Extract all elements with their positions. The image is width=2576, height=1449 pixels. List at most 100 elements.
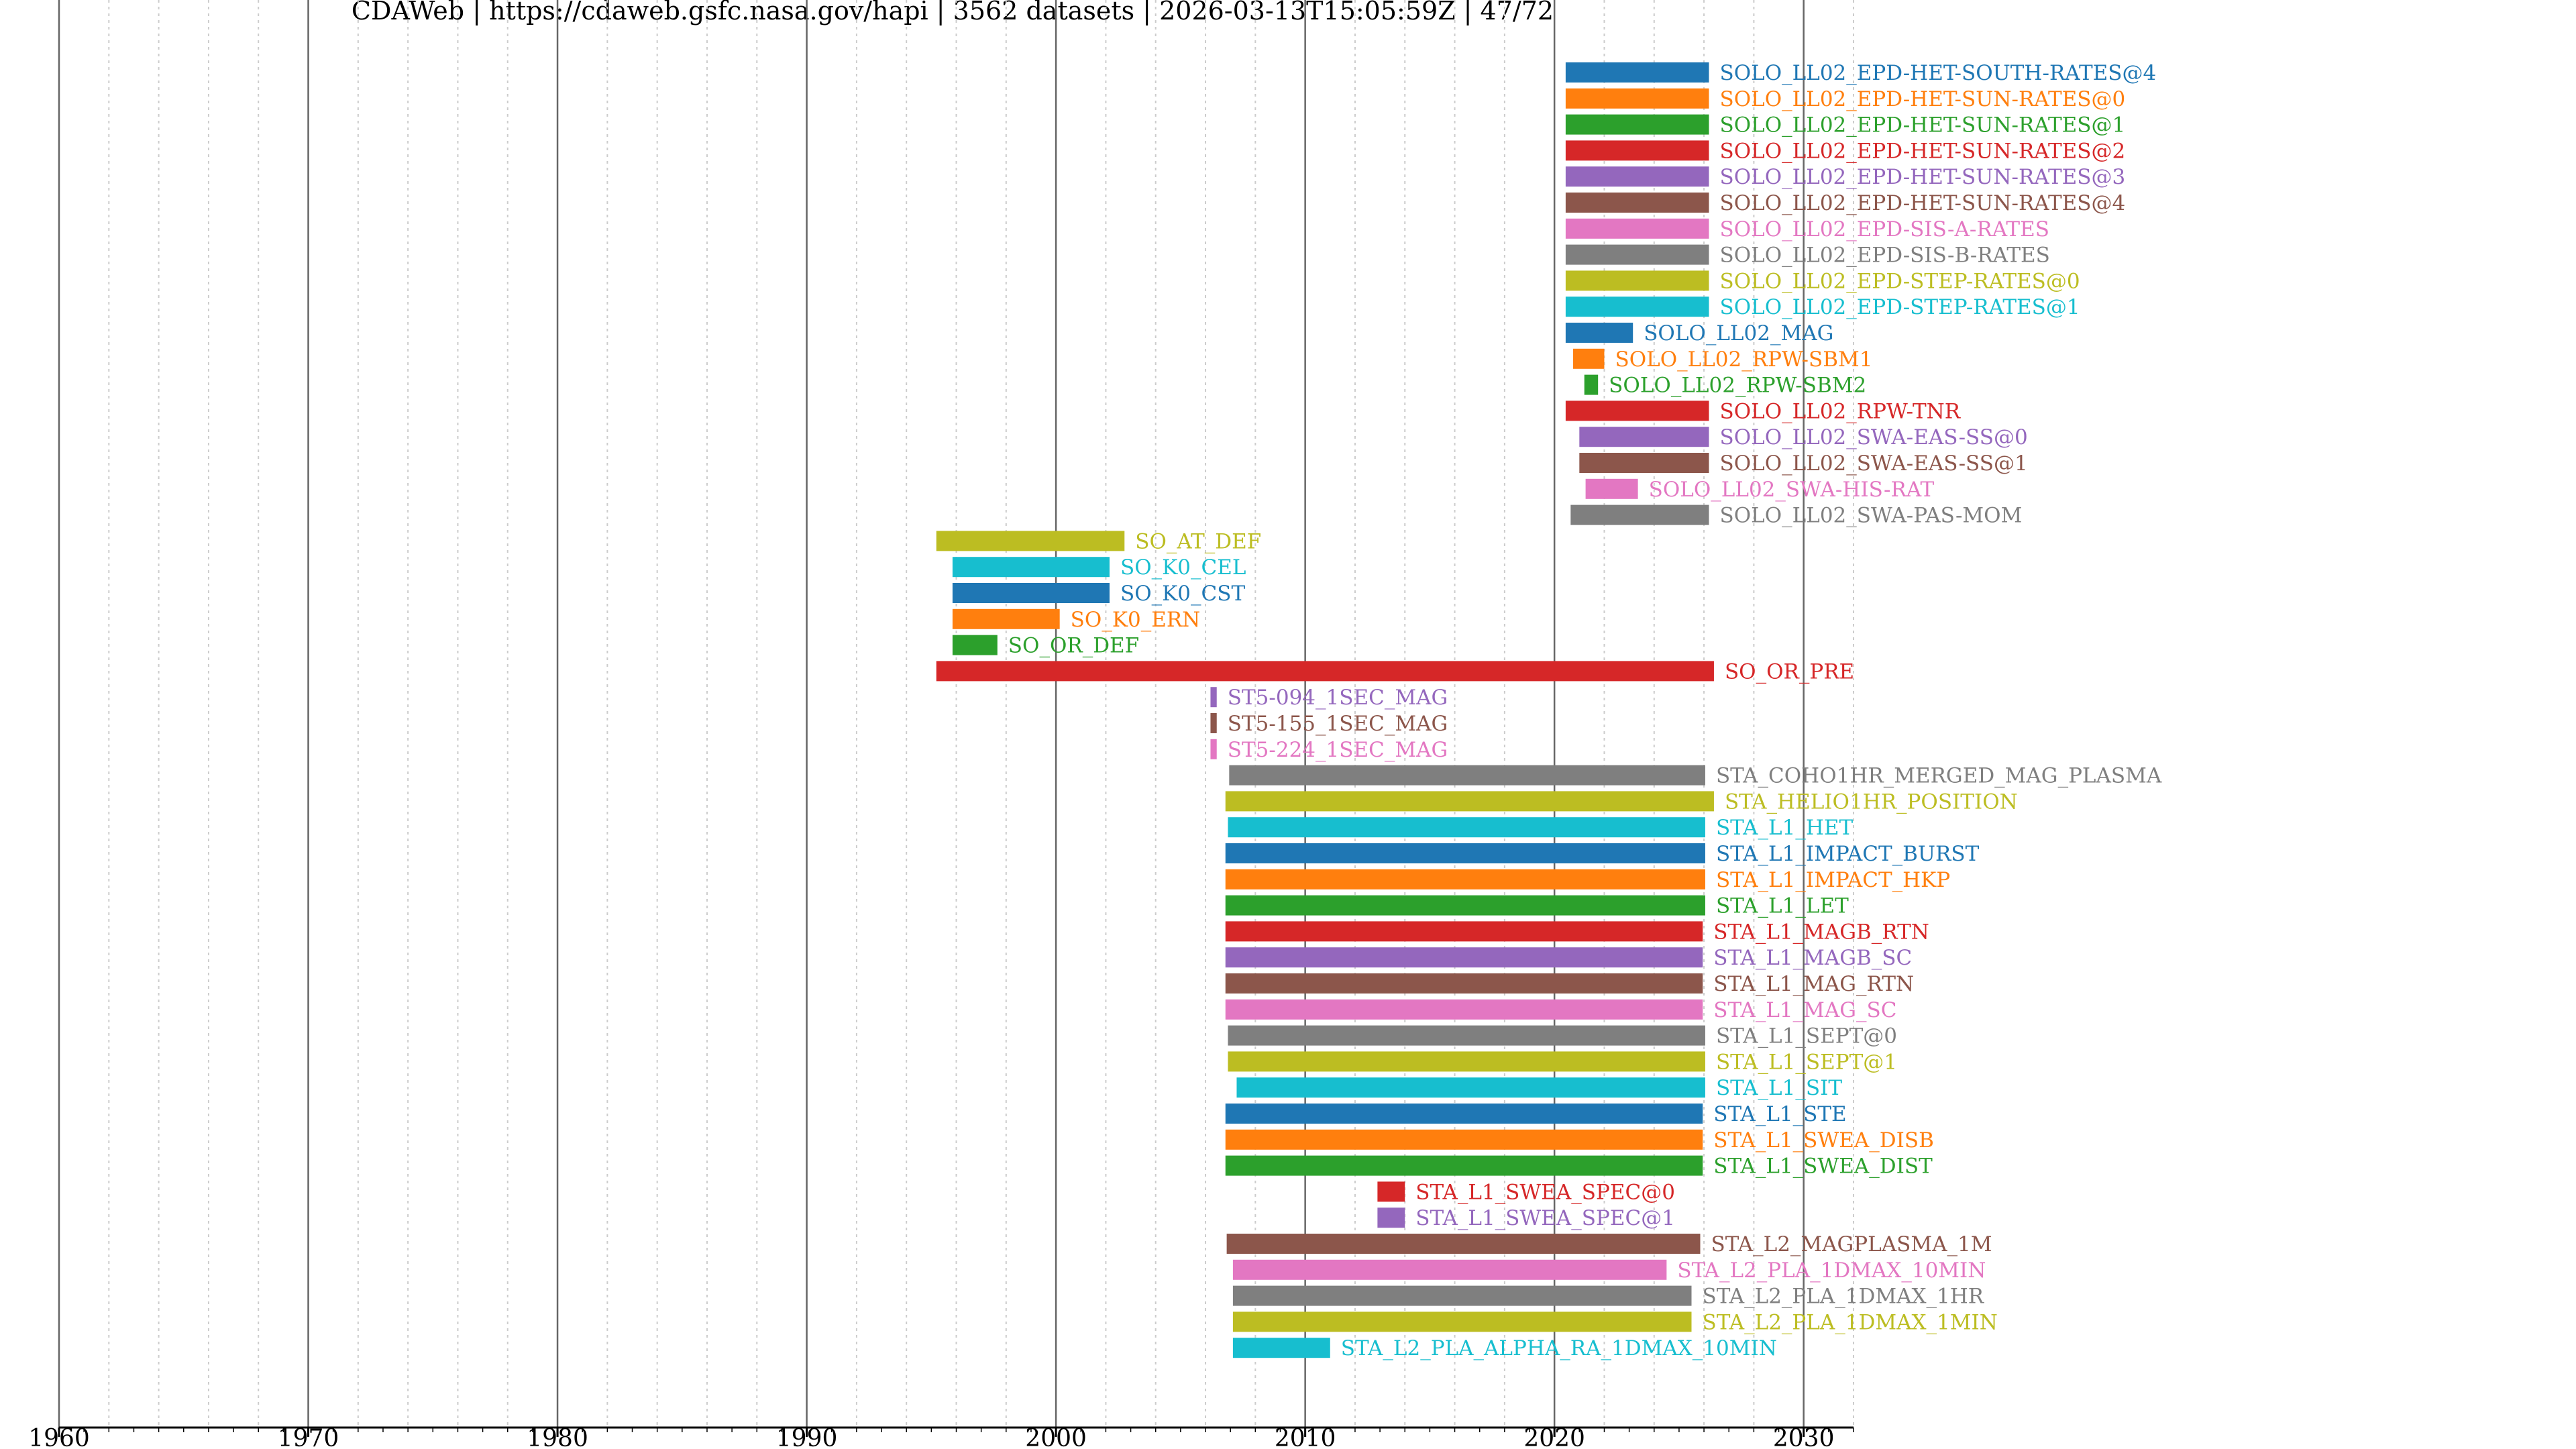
- bar-label: SOLO_LL02_EPD-SIS-B-RATES: [1720, 244, 2050, 268]
- bar-label: SO_K0_ERN: [1071, 608, 1201, 632]
- bar-label: SOLO_LL02_SWA-EAS-SS@1: [1720, 451, 2028, 476]
- bar-label: SOLO_LL02_MAG: [1644, 321, 1833, 345]
- x-tick-label: 1990: [776, 1425, 838, 1449]
- bar-label: STA_L1_STE: [1713, 1102, 1846, 1126]
- timeline-bar: [1565, 323, 1633, 343]
- timeline-bar: [1228, 817, 1705, 838]
- timeline-bar: [1232, 1311, 1692, 1332]
- bar-label: SO_K0_CST: [1120, 582, 1245, 606]
- bar-label: STA_L1_SIT: [1716, 1076, 1842, 1100]
- bar-label: SO_OR_DEF: [1008, 634, 1139, 658]
- bar-label: STA_L1_SWEA_SPEC@0: [1415, 1180, 1675, 1204]
- timeline-bar: [1585, 478, 1638, 499]
- timeline-bar: [1225, 1129, 1703, 1150]
- x-tick-label: 1980: [527, 1425, 588, 1449]
- timeline-bar: [952, 608, 1060, 629]
- x-tick-label: 2030: [1773, 1425, 1835, 1449]
- timeline-bar: [1225, 999, 1703, 1020]
- bar-label: SOLO_LL02_SWA-EAS-SS@0: [1720, 425, 2028, 449]
- bar-label: SOLO_LL02_RPW-SBM1: [1615, 347, 1872, 372]
- bar-label: STA_L1_MAG_SC: [1713, 998, 1896, 1022]
- timeline-bar: [1225, 947, 1703, 968]
- timeline-bar: [1565, 297, 1709, 317]
- timeline-bar: [952, 583, 1110, 603]
- timeline-bar: [1210, 713, 1217, 733]
- bar-label: STA_L1_SEPT@0: [1716, 1024, 1897, 1049]
- bar-label: SOLO_LL02_EPD-STEP-RATES@0: [1720, 269, 2080, 293]
- bar-label: STA_COHO1HR_MERGED_MAG_PLASMA: [1716, 764, 2162, 788]
- timeline-bar: [1565, 218, 1709, 239]
- bar-label: SO_AT_DEF: [1135, 529, 1261, 553]
- bar-label: SOLO_LL02_SWA-PAS-MOM: [1720, 504, 2023, 528]
- bar-label: STA_L1_SWEA_DIST: [1713, 1155, 1933, 1179]
- bar-label: SOLO_LL02_EPD-HET-SUN-RATES@1: [1720, 113, 2126, 138]
- timeline-bar: [1565, 270, 1709, 291]
- bar-label: SOLO_LL02_EPD-HET-SUN-RATES@4: [1720, 191, 2126, 215]
- bar-label: STA_L1_SWEA_DISB: [1713, 1128, 1934, 1152]
- bar-label: STA_L1_MAG_RTN: [1713, 972, 1914, 996]
- timeline-bar: [1225, 869, 1705, 890]
- bar-label: STA_L1_IMPACT_HKP: [1716, 868, 1950, 892]
- timeline-bar: [1228, 1025, 1705, 1046]
- bar-label: SO_K0_CEL: [1120, 555, 1246, 580]
- bar-label: STA_L1_MAGB_SC: [1713, 946, 1912, 970]
- timeline-bar: [936, 661, 1714, 682]
- timeline-bar: [952, 635, 998, 655]
- bar-label: SOLO_LL02_EPD-STEP-RATES@1: [1720, 295, 2080, 319]
- timeline-bar: [1225, 843, 1705, 863]
- x-tick-label: 2010: [1275, 1425, 1336, 1449]
- timeline-bar: [1210, 687, 1217, 708]
- timeline-bar: [1377, 1208, 1405, 1228]
- bar-label: ST5-155_1SEC_MAG: [1228, 712, 1448, 736]
- timeline-bar: [1584, 374, 1599, 395]
- bar-label: STA_L2_PLA_1DMAX_1MIN: [1703, 1310, 1998, 1334]
- bar-label: ST5-224_1SEC_MAG: [1228, 738, 1448, 762]
- bar-label: STA_L2_PLA_1DMAX_1HR: [1703, 1285, 1985, 1309]
- timeline-bar: [1570, 504, 1709, 525]
- timeline-bar: [1573, 348, 1605, 369]
- bar-label: STA_L1_IMPACT_BURST: [1716, 842, 1980, 866]
- timeline-bar: [1225, 1104, 1703, 1124]
- bar-label: STA_HELIO1HR_POSITION: [1725, 790, 2018, 814]
- bar-label: SOLO_LL02_RPW-SBM2: [1609, 374, 1866, 398]
- timeline-bar: [1228, 1051, 1705, 1072]
- timeline-bar: [1236, 1077, 1705, 1098]
- bar-label: STA_L1_SEPT@1: [1716, 1050, 1897, 1074]
- bar-label: SOLO_LL02_EPD-HET-SUN-RATES@2: [1720, 139, 2126, 163]
- x-axis: 1960 1970 1980 1990 2000 2010 2020 2030: [28, 1425, 1854, 1449]
- x-tick-label: 2020: [1523, 1425, 1585, 1449]
- bar-label: SOLO_LL02_EPD-HET-SUN-RATES@3: [1720, 165, 2126, 189]
- bar-label: STA_L1_SWEA_SPEC@1: [1415, 1206, 1675, 1230]
- bar-label: STA_L1_MAGB_RTN: [1713, 920, 1929, 944]
- timeline-bar: [1210, 739, 1217, 759]
- timeline-bar: [1232, 1338, 1330, 1358]
- timeline-bar: [1377, 1181, 1405, 1202]
- timeline-bar: [1565, 400, 1709, 421]
- timeline-bar: [1565, 62, 1709, 83]
- chart-title: CDAWeb | https://cdaweb.gsfc.nasa.gov/ha…: [352, 0, 1554, 25]
- bar-label: STA_L2_PLA_1DMAX_10MIN: [1677, 1258, 1986, 1283]
- timeline-bar: [1229, 765, 1705, 786]
- timeline-bar: [1579, 427, 1709, 447]
- timeline-bar: [1226, 1234, 1701, 1254]
- timeline-bar: [1565, 244, 1709, 265]
- bars-layer: SOLO_LL02_EPD-HET-SOUTH-RATES@4SOLO_LL02…: [936, 61, 2162, 1360]
- timeline-bar: [1232, 1259, 1667, 1280]
- timeline-bar: [1225, 791, 1714, 812]
- timeline-bar: [1225, 1155, 1703, 1176]
- grid-layer: [58, 0, 1854, 1428]
- timeline-bar: [1225, 973, 1703, 994]
- bar-label: STA_L1_LET: [1716, 894, 1849, 918]
- bar-label: STA_L2_PLA_ALPHA_RA_1DMAX_10MIN: [1341, 1336, 1777, 1360]
- bar-label: SOLO_LL02_EPD-SIS-A-RATES: [1720, 217, 2049, 241]
- timeline-bar: [936, 531, 1125, 551]
- timeline-bar: [1225, 921, 1703, 942]
- bar-label: STA_L2_MAGPLASMA_1M: [1711, 1232, 1992, 1256]
- timeline-bar: [952, 557, 1110, 578]
- timeline-bar: [1565, 88, 1709, 109]
- bar-label: SOLO_LL02_SWA-HIS-RAT: [1649, 478, 1935, 502]
- bar-label: ST5-094_1SEC_MAG: [1228, 686, 1448, 710]
- x-tick-label: 2000: [1025, 1425, 1087, 1449]
- bar-label: STA_L1_HET: [1716, 816, 1854, 840]
